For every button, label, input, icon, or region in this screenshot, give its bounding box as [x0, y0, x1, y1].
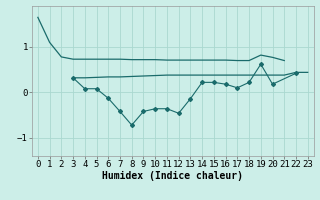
X-axis label: Humidex (Indice chaleur): Humidex (Indice chaleur) [102, 171, 243, 181]
